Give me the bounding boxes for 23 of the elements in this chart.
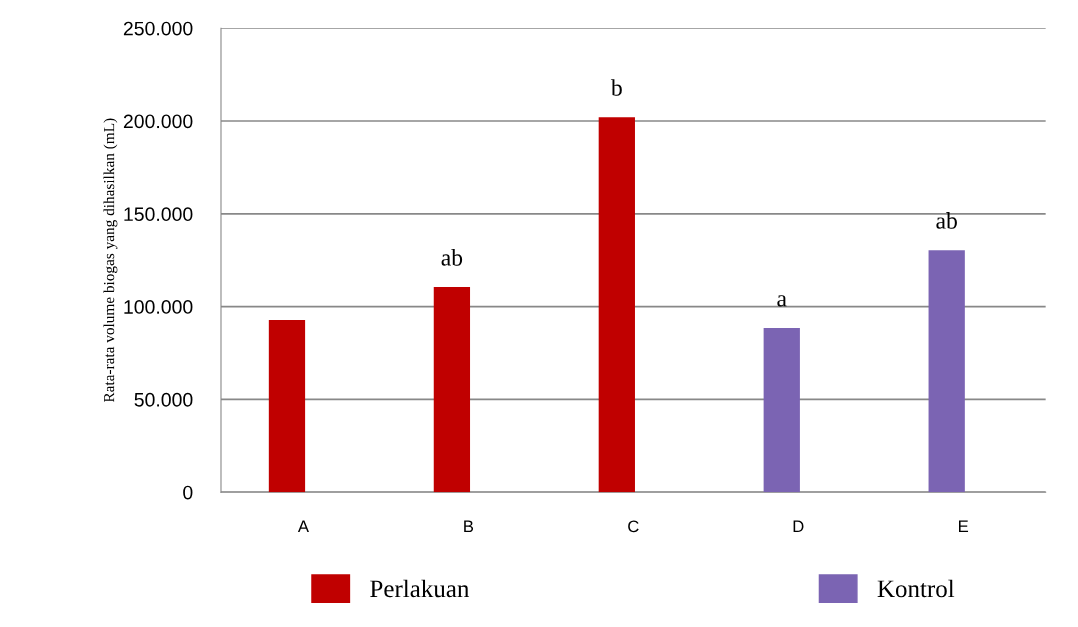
bar	[433, 287, 471, 493]
annotation: ab	[441, 249, 463, 266]
annotation: a	[777, 295, 787, 307]
legend-label: Kontrol	[877, 579, 955, 598]
x-tick-label: E	[959, 520, 969, 533]
y-tick-label: 200.000	[123, 114, 193, 129]
legend-label: Perlakuan	[370, 579, 470, 598]
annotation: b	[610, 79, 622, 96]
y-tick-label: 250.000	[123, 21, 193, 36]
y-tick-label: 100.000	[124, 300, 193, 314]
y-tick-label: 50.000	[134, 392, 193, 407]
bar	[928, 250, 965, 493]
y-tick-label: 0	[183, 485, 193, 500]
bar	[268, 319, 306, 493]
x-tick-label: C	[628, 520, 639, 533]
x-tick-label: D	[793, 520, 804, 533]
y-tick-label: 150.000	[124, 207, 193, 222]
bar	[763, 327, 800, 493]
annotation: ab	[936, 212, 957, 229]
bar	[598, 117, 635, 493]
x-tick-label: A	[297, 520, 309, 533]
x-tick-label: B	[464, 520, 474, 533]
y-axis-title: Rata-rata volume biogas yang dihasilkan (mL)	[103, 118, 118, 403]
